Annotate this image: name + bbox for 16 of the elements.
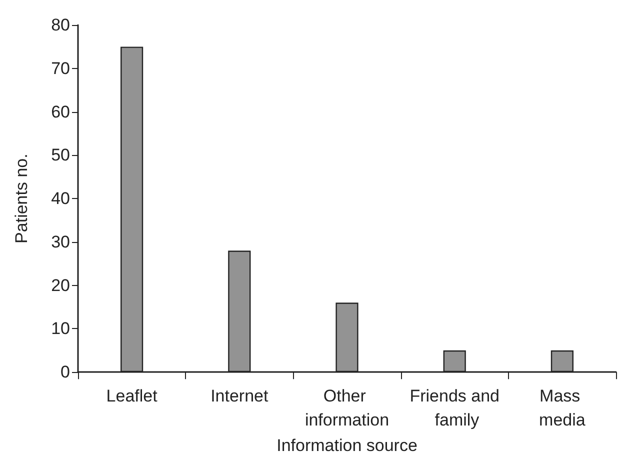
x-tick-label: Leaflet [106,386,158,406]
x-tick-label: Friends and family [410,386,500,430]
y-tick-label: 20 [51,276,70,295]
y-tick-label: 30 [51,232,70,252]
x-tick-label: Other information [304,386,390,430]
y-tick-label: 70 [51,58,70,78]
x-axis-title: Information source [276,436,418,455]
y-axis-title: Patients no. [12,154,31,244]
x-tick-label: Mass media [539,386,586,430]
y-tick-label: 10 [51,319,70,338]
y-tick-label: 60 [51,102,70,122]
y-tick-label: 0 [60,362,70,382]
y-tick-label: 40 [51,189,70,208]
y-tick-label: 50 [51,146,70,165]
x-tick-label: Internet [210,386,268,406]
y-tick-label: 80 [51,16,70,34]
